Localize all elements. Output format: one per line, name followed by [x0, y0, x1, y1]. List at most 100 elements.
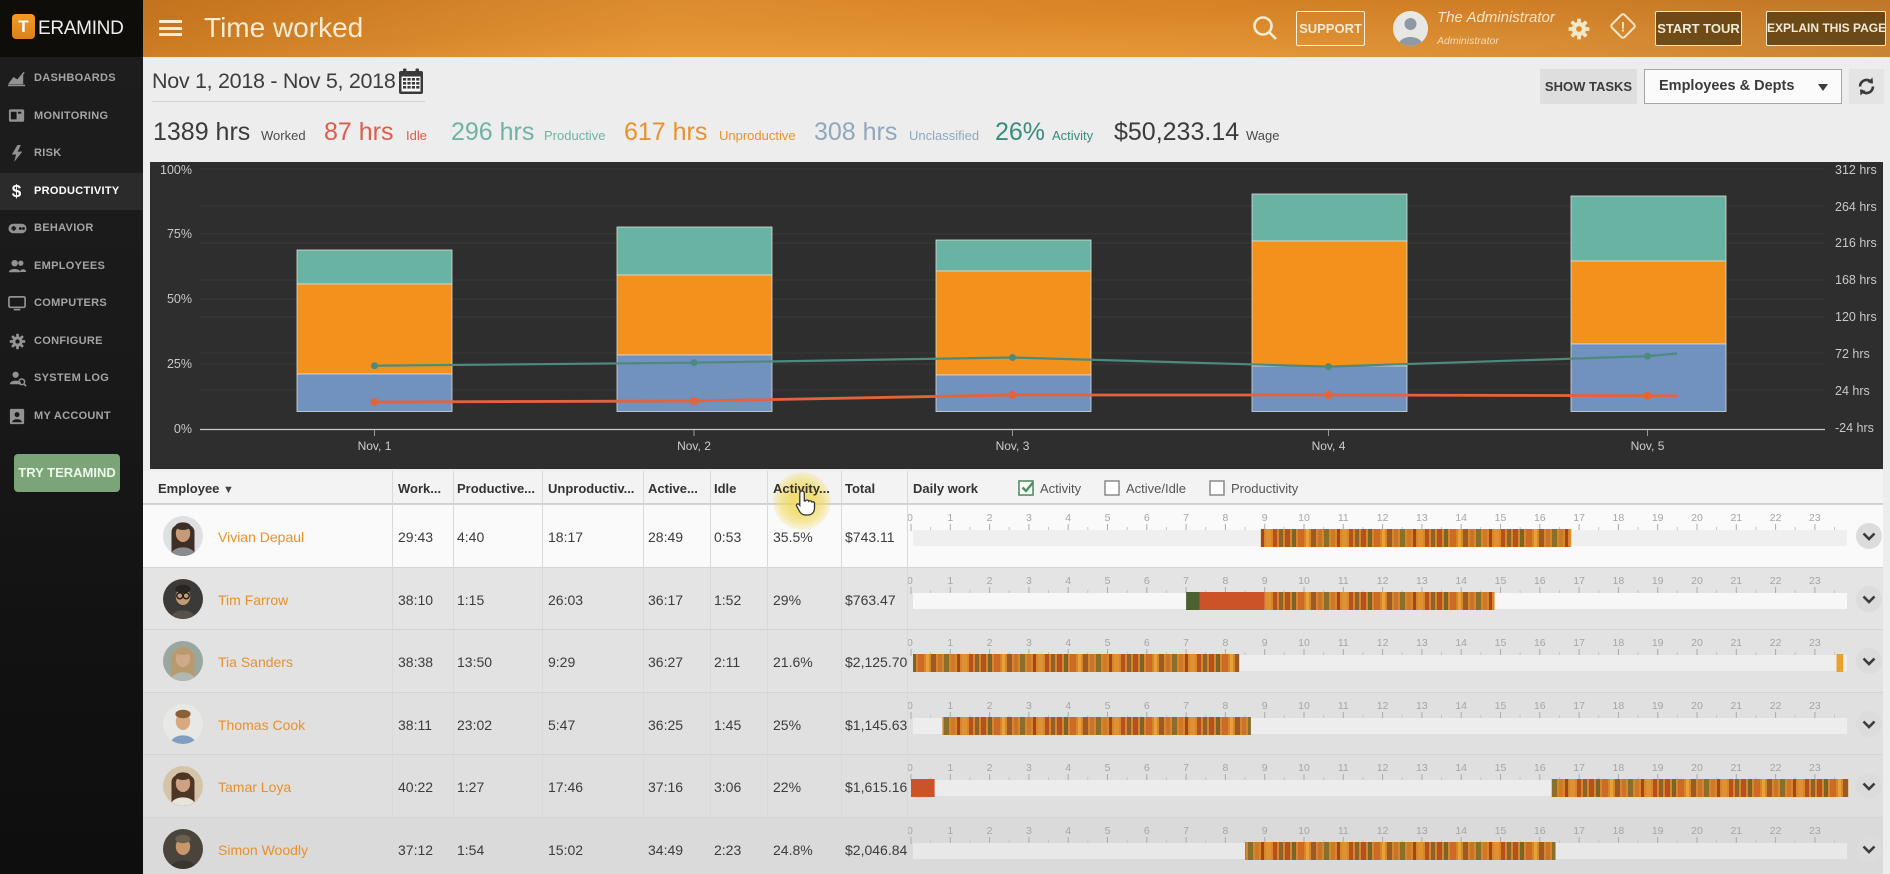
svg-text:18: 18: [1613, 825, 1625, 837]
svg-text:10: 10: [1298, 825, 1310, 837]
svg-text:75%: 75%: [167, 227, 192, 241]
svg-text:1: 1: [947, 637, 953, 649]
svg-text:13: 13: [1416, 512, 1428, 524]
svg-text:13: 13: [1416, 762, 1428, 774]
svg-text:4: 4: [1065, 762, 1071, 774]
svg-text:17: 17: [1573, 700, 1585, 712]
svg-text:8: 8: [1222, 762, 1228, 774]
svg-text:23: 23: [1809, 637, 1821, 649]
svg-text:Nov, 5: Nov, 5: [1631, 439, 1665, 453]
svg-text:14: 14: [1455, 512, 1467, 524]
svg-text:14: 14: [1455, 825, 1467, 837]
svg-text:22: 22: [1770, 512, 1782, 524]
svg-text:17: 17: [1573, 575, 1585, 587]
svg-text:16: 16: [1534, 637, 1546, 649]
svg-text:4: 4: [1065, 637, 1071, 649]
svg-text:22: 22: [1770, 825, 1782, 837]
svg-text:10: 10: [1298, 512, 1310, 524]
svg-text:11: 11: [1338, 762, 1349, 774]
svg-text:6: 6: [1144, 575, 1150, 587]
svg-text:16: 16: [1534, 762, 1546, 774]
svg-text:10: 10: [1298, 637, 1310, 649]
svg-text:7: 7: [1183, 762, 1189, 774]
svg-text:10: 10: [1298, 762, 1310, 774]
svg-text:15: 15: [1495, 825, 1507, 837]
svg-text:19: 19: [1652, 575, 1664, 587]
svg-text:1: 1: [947, 575, 953, 587]
svg-text:9: 9: [1262, 825, 1268, 837]
svg-text:7: 7: [1183, 512, 1189, 524]
svg-text:11: 11: [1338, 825, 1349, 837]
svg-text:5: 5: [1105, 762, 1111, 774]
svg-text:1: 1: [947, 762, 953, 774]
svg-text:16: 16: [1534, 575, 1546, 587]
svg-text:7: 7: [1183, 637, 1189, 649]
svg-text:18: 18: [1613, 762, 1625, 774]
svg-text:264 hrs: 264 hrs: [1835, 200, 1877, 214]
svg-text:17: 17: [1573, 825, 1585, 837]
svg-text:25%: 25%: [167, 357, 192, 371]
svg-text:23: 23: [1809, 512, 1821, 524]
svg-text:9: 9: [1262, 512, 1268, 524]
svg-text:15: 15: [1495, 512, 1507, 524]
svg-text:4: 4: [1065, 825, 1071, 837]
svg-text:6: 6: [1144, 762, 1150, 774]
svg-text:20: 20: [1691, 575, 1703, 587]
svg-text:8: 8: [1222, 825, 1228, 837]
svg-text:23: 23: [1809, 575, 1821, 587]
svg-text:$: $: [12, 182, 22, 201]
svg-text:12: 12: [1377, 825, 1389, 837]
svg-text:11: 11: [1338, 700, 1349, 712]
svg-text:3: 3: [1026, 825, 1032, 837]
svg-text:2: 2: [987, 637, 993, 649]
svg-text:0: 0: [907, 637, 913, 649]
svg-text:120 hrs: 120 hrs: [1835, 310, 1877, 324]
svg-text:3: 3: [1026, 700, 1032, 712]
svg-text:6: 6: [1144, 512, 1150, 524]
svg-text:21: 21: [1730, 575, 1742, 587]
svg-text:15: 15: [1495, 762, 1507, 774]
svg-text:20: 20: [1691, 825, 1703, 837]
svg-text:0: 0: [907, 512, 913, 524]
svg-text:4: 4: [1065, 700, 1071, 712]
svg-text:14: 14: [1455, 700, 1467, 712]
svg-text:23: 23: [1809, 762, 1821, 774]
svg-text:21: 21: [1730, 700, 1742, 712]
svg-text:4: 4: [1065, 512, 1071, 524]
svg-text:216 hrs: 216 hrs: [1835, 236, 1877, 250]
svg-text:9: 9: [1262, 762, 1268, 774]
svg-text:-24 hrs: -24 hrs: [1835, 421, 1874, 435]
svg-text:4: 4: [1065, 575, 1071, 587]
svg-text:20: 20: [1691, 512, 1703, 524]
svg-text:1: 1: [947, 825, 953, 837]
svg-text:15: 15: [1495, 700, 1507, 712]
svg-text:10: 10: [1298, 700, 1310, 712]
svg-text:3: 3: [1026, 637, 1032, 649]
svg-text:17: 17: [1573, 762, 1585, 774]
svg-text:22: 22: [1770, 637, 1782, 649]
svg-text:6: 6: [1144, 825, 1150, 837]
svg-text:100%: 100%: [160, 163, 192, 177]
svg-text:6: 6: [1144, 637, 1150, 649]
svg-text:14: 14: [1455, 762, 1467, 774]
svg-text:19: 19: [1652, 700, 1664, 712]
svg-text:7: 7: [1183, 825, 1189, 837]
svg-text:2: 2: [987, 575, 993, 587]
svg-text:21: 21: [1730, 512, 1742, 524]
svg-text:2: 2: [987, 762, 993, 774]
svg-text:14: 14: [1455, 637, 1467, 649]
svg-text:22: 22: [1770, 575, 1782, 587]
svg-text:16: 16: [1534, 700, 1546, 712]
svg-text:18: 18: [1613, 637, 1625, 649]
svg-text:14: 14: [1455, 575, 1467, 587]
svg-text:Nov, 1: Nov, 1: [358, 439, 392, 453]
svg-text:0: 0: [907, 700, 913, 712]
svg-text:12: 12: [1377, 575, 1389, 587]
svg-text:!: !: [1621, 19, 1626, 35]
svg-text:21: 21: [1730, 825, 1742, 837]
svg-text:7: 7: [1183, 575, 1189, 587]
svg-text:20: 20: [1691, 762, 1703, 774]
svg-text:11: 11: [1338, 637, 1349, 649]
svg-text:12: 12: [1377, 637, 1389, 649]
svg-text:1: 1: [947, 512, 953, 524]
